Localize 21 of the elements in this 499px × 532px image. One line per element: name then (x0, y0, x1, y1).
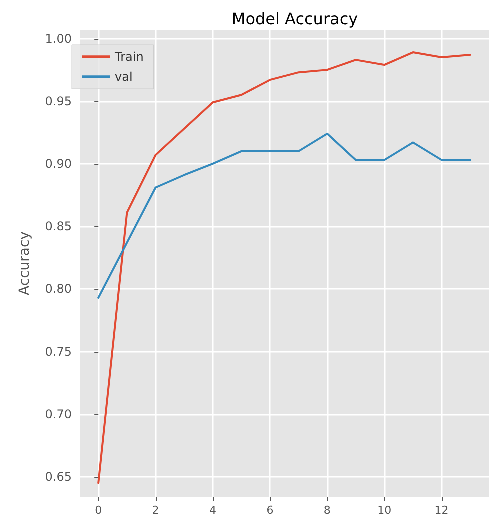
x-tick-label: 10 (378, 504, 392, 517)
y-tick-label: 0.65 (45, 470, 72, 484)
x-tick-label: 8 (324, 504, 331, 517)
y-tick-label: 0.85 (45, 220, 72, 234)
y-axis-title: Accuracy (17, 232, 33, 296)
y-tick-label: 0.95 (45, 94, 72, 108)
x-tick-label: 0 (95, 504, 102, 517)
y-tick-label: 0.90 (45, 156, 72, 171)
x-tick-label: 4 (209, 504, 216, 517)
legend-label: val (115, 70, 133, 84)
x-tick-label: 6 (266, 504, 274, 517)
line-series (98, 52, 472, 484)
x-tick-label: 2 (152, 504, 160, 517)
y-tick-label: 1.00 (45, 32, 72, 46)
chart-title: Model Accuracy (232, 10, 358, 28)
legend-label: Train (114, 50, 144, 64)
y-tick-label: 0.75 (45, 344, 72, 359)
x-tick-label: 12 (434, 504, 449, 517)
line-series (98, 132, 472, 299)
y-tick-label: 0.80 (45, 282, 72, 296)
y-tick-label: 0.70 (45, 407, 72, 422)
